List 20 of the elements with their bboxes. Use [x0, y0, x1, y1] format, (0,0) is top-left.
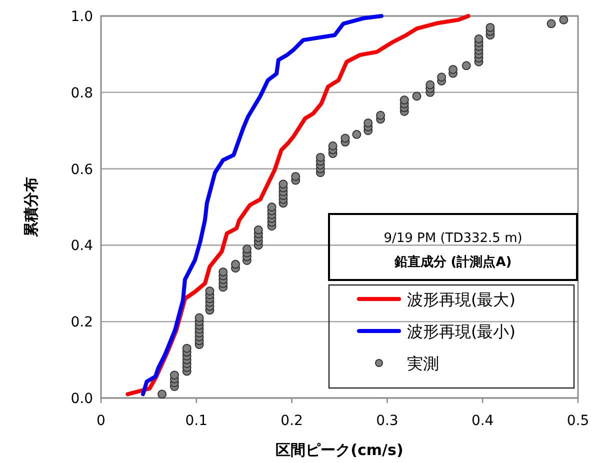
x-tick-label: 0.5: [566, 413, 590, 429]
text: 鉛直成分 (計測点A): [393, 254, 512, 270]
y-tick-label: 0.0: [70, 391, 93, 407]
y-tick-label: 0.4: [70, 238, 94, 254]
x-tick-label: 0.2: [280, 413, 303, 429]
x-axis-title: 区間ピーク(cm/s): [276, 441, 404, 459]
y-axis-title: 累積分布: [22, 177, 40, 238]
x-tick-label: 0.4: [471, 413, 494, 429]
y-tick-label: 0.2: [70, 314, 93, 331]
x-tick-label: 0.1: [185, 413, 208, 429]
y-tick-label: 0.8: [70, 85, 93, 102]
x-tick-label: 0: [96, 413, 106, 429]
y-tick-label: 1.0: [70, 9, 93, 25]
y-tick-label: 0.6: [70, 162, 94, 178]
legend-label: 波形再現(最大): [407, 290, 516, 309]
text: 9/19 PM (TD332.5 m): [384, 231, 522, 246]
x-tick-label: 0.3: [376, 413, 398, 429]
line-series: [140, 14, 384, 396]
legend-label: 実測: [407, 354, 439, 373]
legend-label: 波形再現(最小): [407, 322, 516, 341]
